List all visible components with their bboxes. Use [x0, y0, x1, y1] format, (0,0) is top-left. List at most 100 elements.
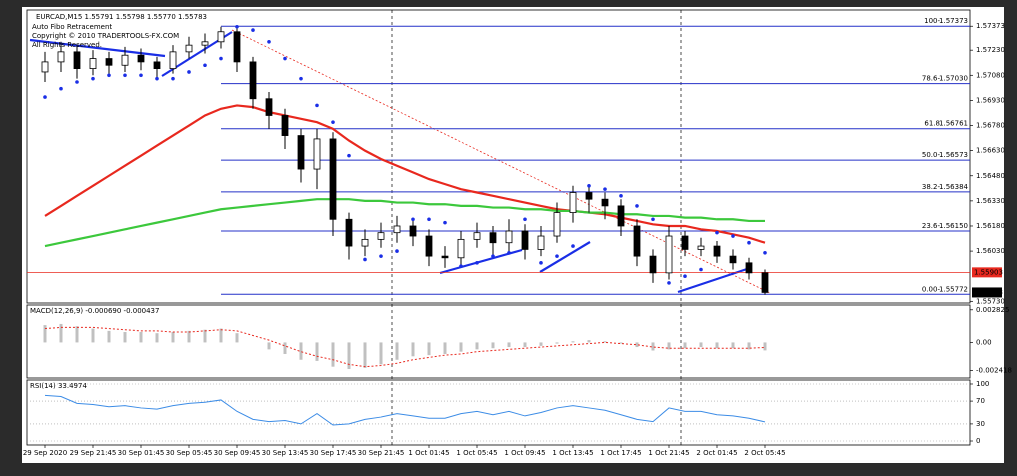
candle-body [457, 238, 465, 259]
candle-body [505, 230, 513, 244]
fibo-level: 61.8 [924, 120, 940, 128]
sar-dot [667, 281, 671, 285]
sar-dot [59, 86, 63, 91]
macd-bar [107, 330, 111, 343]
candle-body [697, 245, 705, 250]
sar-dot [507, 250, 511, 255]
sar-dot [139, 73, 143, 78]
macd-bar [315, 342, 319, 361]
x-tick-label: 30 Sep 13:45 [262, 449, 309, 457]
moving-average [44, 104, 766, 244]
sar-dot [539, 261, 543, 265]
candle-body [489, 232, 497, 244]
sar-dot [219, 56, 223, 61]
trend-line [539, 241, 591, 273]
fibo-price: 1.57030 [939, 75, 968, 83]
y-tick-label: 0 [976, 437, 980, 445]
x-tick-label: 2 Oct 05:45 [744, 449, 785, 457]
x-tick-label: 1 Oct 05:45 [456, 449, 497, 457]
candle-body [217, 31, 225, 43]
fibo-price: 1.56761 [939, 120, 968, 128]
sar-dot [299, 76, 303, 81]
y-tick-label: 0.00 [976, 338, 992, 346]
rsi-title: RSI(14) 33.4974 [30, 382, 87, 390]
macd-bar [331, 342, 335, 367]
candle-body [41, 61, 49, 73]
candle-body [329, 138, 337, 220]
trend-line [29, 38, 166, 58]
y-tick-label: 1.55730 [976, 297, 1005, 305]
fibo-level: 100- [924, 17, 940, 25]
candle-body [649, 255, 657, 274]
sar-dot [331, 120, 335, 124]
candle-body [265, 98, 273, 116]
candle-body [569, 192, 577, 213]
sar-dot [379, 254, 383, 258]
y-tick-label: 1.56780 [976, 122, 1005, 130]
candle-body [713, 245, 721, 257]
candle-body [313, 138, 321, 170]
y-tick-label: 1.57373 [976, 22, 1005, 30]
sar-dot [427, 217, 431, 222]
macd-bar [523, 342, 527, 348]
candle-body [473, 232, 481, 240]
y-tick-label: 1.56630 [976, 147, 1005, 155]
macd-bar [683, 342, 687, 349]
x-tick-label: 1 Oct 01:45 [408, 449, 449, 457]
sar-dot [763, 250, 767, 255]
y-tick-label: 30 [976, 420, 985, 428]
x-tick-label: 30 Sep 01:45 [118, 449, 165, 457]
annotation: Copyright © 2010 TRADERTOOLS-FX.COM [32, 32, 179, 40]
x-tick-label: 1 Oct 13:45 [552, 449, 593, 457]
sar-dot [411, 217, 415, 222]
candle-body [137, 54, 145, 63]
moving-average [44, 198, 765, 248]
fibo-level: 50.0- [922, 151, 941, 159]
macd-bar [459, 342, 463, 352]
macd-bar [571, 341, 575, 343]
sar-dot [747, 240, 751, 245]
sar-dot [443, 220, 447, 225]
macd-bar [427, 342, 431, 356]
macd-bar [283, 342, 287, 354]
macd-bar [539, 342, 543, 346]
candle-body [361, 238, 369, 247]
macd-bar [187, 330, 191, 343]
macd-bar [91, 328, 95, 343]
sar-dot [363, 257, 367, 262]
price-tag [972, 267, 1002, 278]
macd-bar [411, 342, 415, 357]
sar-dot [523, 217, 527, 222]
macd-bar [555, 342, 559, 344]
sar-dot [731, 234, 735, 238]
macd-panel [26, 304, 971, 379]
x-tick-label: 30 Sep 17:45 [310, 449, 357, 457]
macd-bar [443, 342, 447, 354]
y-tick-label: 100 [976, 380, 989, 388]
sar-dot [555, 254, 559, 258]
macd-bar [475, 342, 479, 350]
sar-dot [251, 28, 255, 32]
macd-bar [587, 340, 591, 343]
candle-body [617, 205, 625, 227]
candle-body [345, 218, 353, 247]
fibo-price: 1.56150 [939, 222, 968, 230]
fibo-price: 1.57373 [939, 17, 968, 25]
sar-dot [107, 73, 111, 78]
sar-dot [315, 103, 319, 108]
candle-body [105, 58, 113, 66]
macd-bar [731, 342, 735, 349]
macd-bar [347, 342, 351, 369]
y-tick-label: 1.56930 [976, 96, 1005, 104]
macd-bar [763, 342, 767, 351]
candle-body [57, 51, 65, 63]
macd-bar [139, 332, 143, 343]
price-tag-label: 1.55903 [974, 268, 1003, 276]
y-tick-label: 1.56480 [976, 172, 1005, 180]
fibo-price: 1.56573 [939, 151, 968, 159]
sar-dot [91, 76, 95, 81]
candle-body [233, 31, 241, 63]
candle-body [681, 235, 689, 250]
